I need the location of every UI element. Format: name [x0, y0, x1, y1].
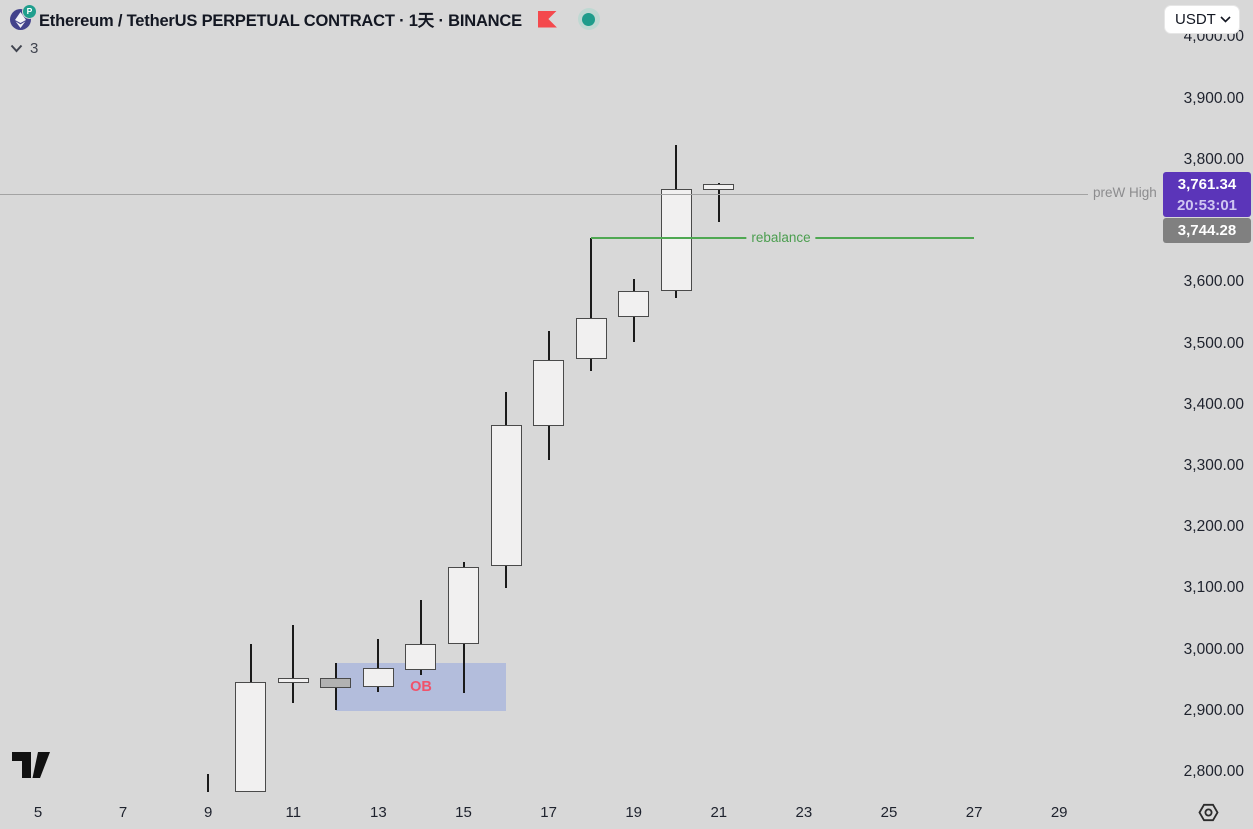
currency-dropdown-value: USDT — [1175, 11, 1216, 28]
time-axis-label: 15 — [455, 804, 472, 821]
price-axis-label: 3,600.00 — [1183, 273, 1244, 291]
order-block-label: OB — [410, 678, 432, 695]
time-axis-label: 27 — [965, 804, 983, 821]
time-axis-label: 19 — [625, 804, 643, 821]
candle-body-day-15 — [448, 566, 479, 645]
time-axis-label: 7 — [118, 804, 128, 821]
symbol-header: P Ethereum / TetherUS PERPETUAL CONTRACT… — [10, 3, 600, 31]
indicator-toggle[interactable]: 3 — [10, 40, 38, 57]
rebalance-label[interactable]: rebalance — [746, 229, 816, 245]
time-axis-label: 5 — [33, 804, 43, 821]
symbol-title[interactable]: Ethereum / TetherUS PERPETUAL CONTRACT ·… — [39, 12, 522, 30]
candle-wick-day-9 — [207, 773, 210, 792]
candle-body-day-11 — [277, 677, 309, 683]
candle-body-day-10 — [235, 682, 267, 793]
candle-body-day-16 — [490, 424, 522, 567]
time-axis-label: 17 — [540, 804, 557, 821]
time-axis-label: 21 — [710, 804, 728, 821]
price-axis-label: 3,900.00 — [1183, 89, 1244, 107]
prew-high-label[interactable]: preW High — [1088, 185, 1162, 200]
price-axis-label: 3,300.00 — [1183, 456, 1244, 474]
current-price-value: 3,761.34 — [1177, 176, 1237, 194]
price-scale-settings-icon[interactable] — [1195, 801, 1222, 829]
indicator-count: 3 — [30, 40, 39, 57]
time-axis-label: 9 — [204, 804, 213, 821]
candle-body-day-20 — [660, 188, 692, 291]
price-axis-label: 3,500.00 — [1183, 334, 1244, 352]
market-status-icon[interactable] — [577, 8, 600, 30]
time-axis-label: 25 — [880, 804, 898, 821]
candle-body-day-12 — [320, 677, 352, 689]
price-axis-label: 2,900.00 — [1183, 701, 1244, 719]
candle-body-day-17 — [533, 360, 565, 426]
ethereum-logo-icon: P — [10, 3, 37, 30]
price-axis-label: 3,800.00 — [1183, 150, 1244, 168]
price-axis-label: 3,100.00 — [1183, 579, 1244, 597]
candle-body-day-21 — [703, 183, 735, 190]
time-axis-label: 11 — [285, 804, 302, 821]
candle-body-day-19 — [618, 290, 650, 317]
candle-body-day-18 — [575, 317, 607, 359]
candle-wick-day-21 — [717, 182, 720, 222]
candle-body-day-14 — [405, 644, 437, 670]
currency-dropdown[interactable]: USDT — [1164, 5, 1240, 34]
candle-wick-day-11 — [292, 625, 295, 703]
price-axis-label: 3,000.00 — [1183, 640, 1244, 658]
time-axis-label: 23 — [795, 804, 813, 821]
candle-body-day-13 — [362, 667, 394, 687]
prew-high-line[interactable] — [0, 193, 1160, 195]
bar-countdown: 20:53:01 — [1176, 197, 1238, 215]
price-axis-label: 3,200.00 — [1183, 518, 1244, 536]
chevron-down-icon — [10, 44, 23, 53]
candle-wick-day-13 — [377, 639, 380, 692]
tradingview-logo-icon[interactable] — [12, 752, 50, 784]
chevron-down-icon — [1220, 16, 1231, 23]
price-axis-label: 2,800.00 — [1183, 763, 1244, 780]
current-price-badge: 3,761.34 20:53:01 — [1163, 172, 1251, 218]
candle-wick-day-18 — [590, 237, 593, 372]
time-axis-label: 29 — [1050, 804, 1068, 821]
price-axis-label: 3,400.00 — [1183, 395, 1244, 413]
flag-icon[interactable] — [537, 10, 557, 28]
time-axis-label: 13 — [370, 804, 387, 821]
prew-high-price-badge: 3,744.28 — [1163, 218, 1251, 244]
candle-wick-day-14 — [419, 599, 422, 675]
perpetual-badge-icon: P — [22, 3, 37, 19]
